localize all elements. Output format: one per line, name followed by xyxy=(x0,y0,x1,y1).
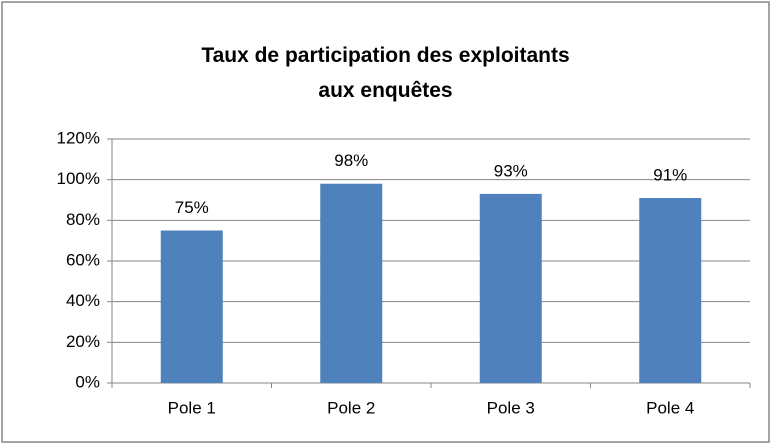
data-label: 93% xyxy=(494,161,528,180)
bar xyxy=(320,183,383,383)
x-tick-label: Pole 3 xyxy=(487,398,535,417)
y-tick-label: 120% xyxy=(57,128,100,147)
y-tick-label: 20% xyxy=(66,332,100,351)
y-tick-label: 60% xyxy=(66,250,100,269)
y-tick-label: 80% xyxy=(66,210,100,229)
bar xyxy=(479,193,542,383)
data-label: 98% xyxy=(334,151,368,170)
y-tick-label: 100% xyxy=(57,169,100,188)
bar xyxy=(639,197,702,383)
chart-title: Taux de participation des exploitants au… xyxy=(201,44,570,102)
x-tick-label: Pole 4 xyxy=(646,398,694,417)
bar xyxy=(160,230,223,383)
y-tick-label: 40% xyxy=(66,291,100,310)
x-tick-label: Pole 1 xyxy=(168,398,216,417)
data-label: 75% xyxy=(175,198,209,217)
y-tick-label: 0% xyxy=(75,372,100,391)
x-tick-label: Pole 2 xyxy=(327,398,375,417)
data-label: 91% xyxy=(653,165,687,184)
